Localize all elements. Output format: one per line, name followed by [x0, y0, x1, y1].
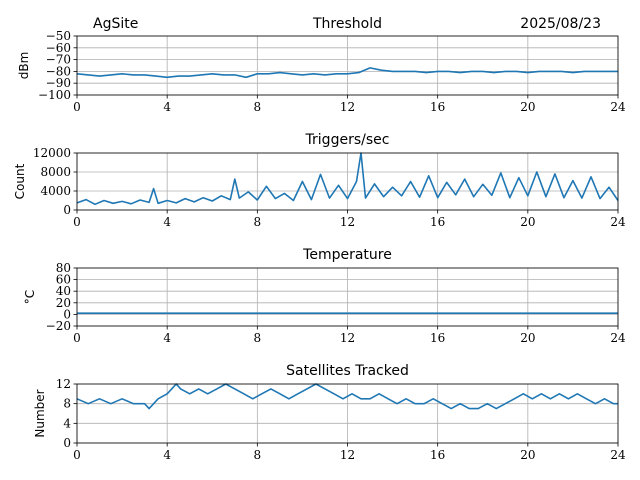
threshold-title: Threshold: [312, 16, 382, 32]
temperature-ytick-label: 80: [56, 261, 71, 275]
threshold-ytick-label: −90: [46, 76, 71, 90]
temperature-ytick-label: 60: [56, 273, 71, 287]
threshold-xtick-label: 24: [610, 100, 626, 114]
triggers-ytick-label: 8000: [40, 165, 71, 179]
satellites-title: Satellites Tracked: [286, 363, 409, 379]
satellites-xtick-label: 20: [520, 448, 535, 462]
threshold-ytick-label: −60: [46, 41, 71, 55]
satellites-line: [76, 383, 618, 410]
satellites-grid: [76, 383, 619, 444]
triggers-ylabel: Count: [13, 163, 27, 199]
threshold-ylabel: dBm: [17, 52, 31, 80]
threshold-xtick-label: 16: [430, 100, 445, 114]
triggers-ytick-label: 0: [63, 203, 71, 217]
threshold-ytick-label: −70: [46, 53, 71, 67]
threshold-ytick-label: −50: [46, 29, 71, 43]
triggers-line: [76, 152, 619, 206]
satellites-ytick-label: 8: [63, 397, 71, 411]
triggers-xtick-label: 12: [340, 215, 355, 229]
report-date: 2025/08/23: [520, 16, 601, 32]
temperature-ytick-label: 0: [63, 307, 71, 321]
threshold-ytick-label: −100: [38, 88, 71, 102]
temperature-xtick-label: 16: [430, 331, 445, 345]
threshold-line: [76, 67, 618, 79]
temperature-xtick-label: 0: [73, 331, 81, 345]
threshold-xtick-label: 20: [520, 100, 535, 114]
satellites-series-0: [76, 383, 618, 410]
triggers-ytick-label: 4000: [40, 184, 71, 198]
triggers-xtick-label: 16: [430, 215, 445, 229]
satellites-ytick-label: 4: [63, 416, 71, 430]
triggers-xtick-label: 0: [73, 215, 81, 229]
satellites-ytick-label: 0: [63, 436, 71, 450]
satellites-xtick-label: 12: [340, 448, 355, 462]
threshold-xtick-label: 4: [163, 100, 171, 114]
satellites-axes: 0 4 8 12 16 20 24 0 4 8 12: [56, 377, 626, 462]
satellites-panel: 0 4 8 12 16 20 24 0 4 8 12 Satellites Tracked Numb…: [33, 363, 626, 462]
satellites-xtick-label: 16: [430, 448, 445, 462]
satellites-ylabel: Number: [33, 389, 47, 437]
triggers-ytick-label: 12000: [33, 146, 71, 160]
satellites-ytick-label: 12: [56, 377, 71, 391]
satellites-xtick-label: 8: [254, 448, 262, 462]
temperature-ytick-label: 20: [56, 296, 71, 310]
threshold-panel: 0 4 8 12 16 20 24 −100−90−80−70−60−50 Threshold…: [17, 16, 626, 114]
threshold-xtick-label: 0: [73, 100, 81, 114]
triggers-panel: 0 4 8 12 16 20 24 0 4000 8000 12000 Triggers/sec C…: [13, 132, 626, 229]
threshold-ytick-label: −80: [46, 64, 71, 78]
triggers-axes: 0 4 8 12 16 20 24 0 4000 8000 12000: [33, 146, 626, 229]
threshold-axes: 0 4 8 12 16 20 24 −100−90−80−70−60−50: [38, 29, 626, 114]
temperature-ytick-label: −20: [46, 319, 71, 333]
threshold-xtick-label: 12: [340, 100, 355, 114]
triggers-xtick-label: 24: [610, 215, 626, 229]
threshold-series-0: [76, 67, 618, 79]
triggers-xtick-label: 20: [520, 215, 535, 229]
temperature-grid: [76, 267, 619, 327]
triggers-title: Triggers/sec: [305, 132, 390, 148]
triggers-series-0: [76, 152, 619, 206]
temperature-xtick-label: 24: [610, 331, 626, 345]
temperature-xtick-label: 4: [163, 331, 171, 345]
site-name: AgSite: [93, 16, 138, 32]
temperature-title: Temperature: [302, 247, 392, 263]
temperature-ytick-label: 40: [56, 284, 71, 298]
triggers-xtick-label: 8: [254, 215, 262, 229]
satellites-xtick-label: 24: [610, 448, 626, 462]
triggers-xtick-label: 4: [163, 215, 171, 229]
temperature-ylabel: °C: [23, 290, 37, 304]
threshold-xtick-label: 8: [254, 100, 262, 114]
satellites-xtick-label: 0: [73, 448, 81, 462]
threshold-grid: [76, 35, 619, 96]
temperature-xtick-label: 8: [254, 331, 262, 345]
temperature-xtick-label: 12: [340, 331, 355, 345]
satellites-xtick-label: 4: [163, 448, 171, 462]
temperature-xtick-label: 20: [520, 331, 535, 345]
